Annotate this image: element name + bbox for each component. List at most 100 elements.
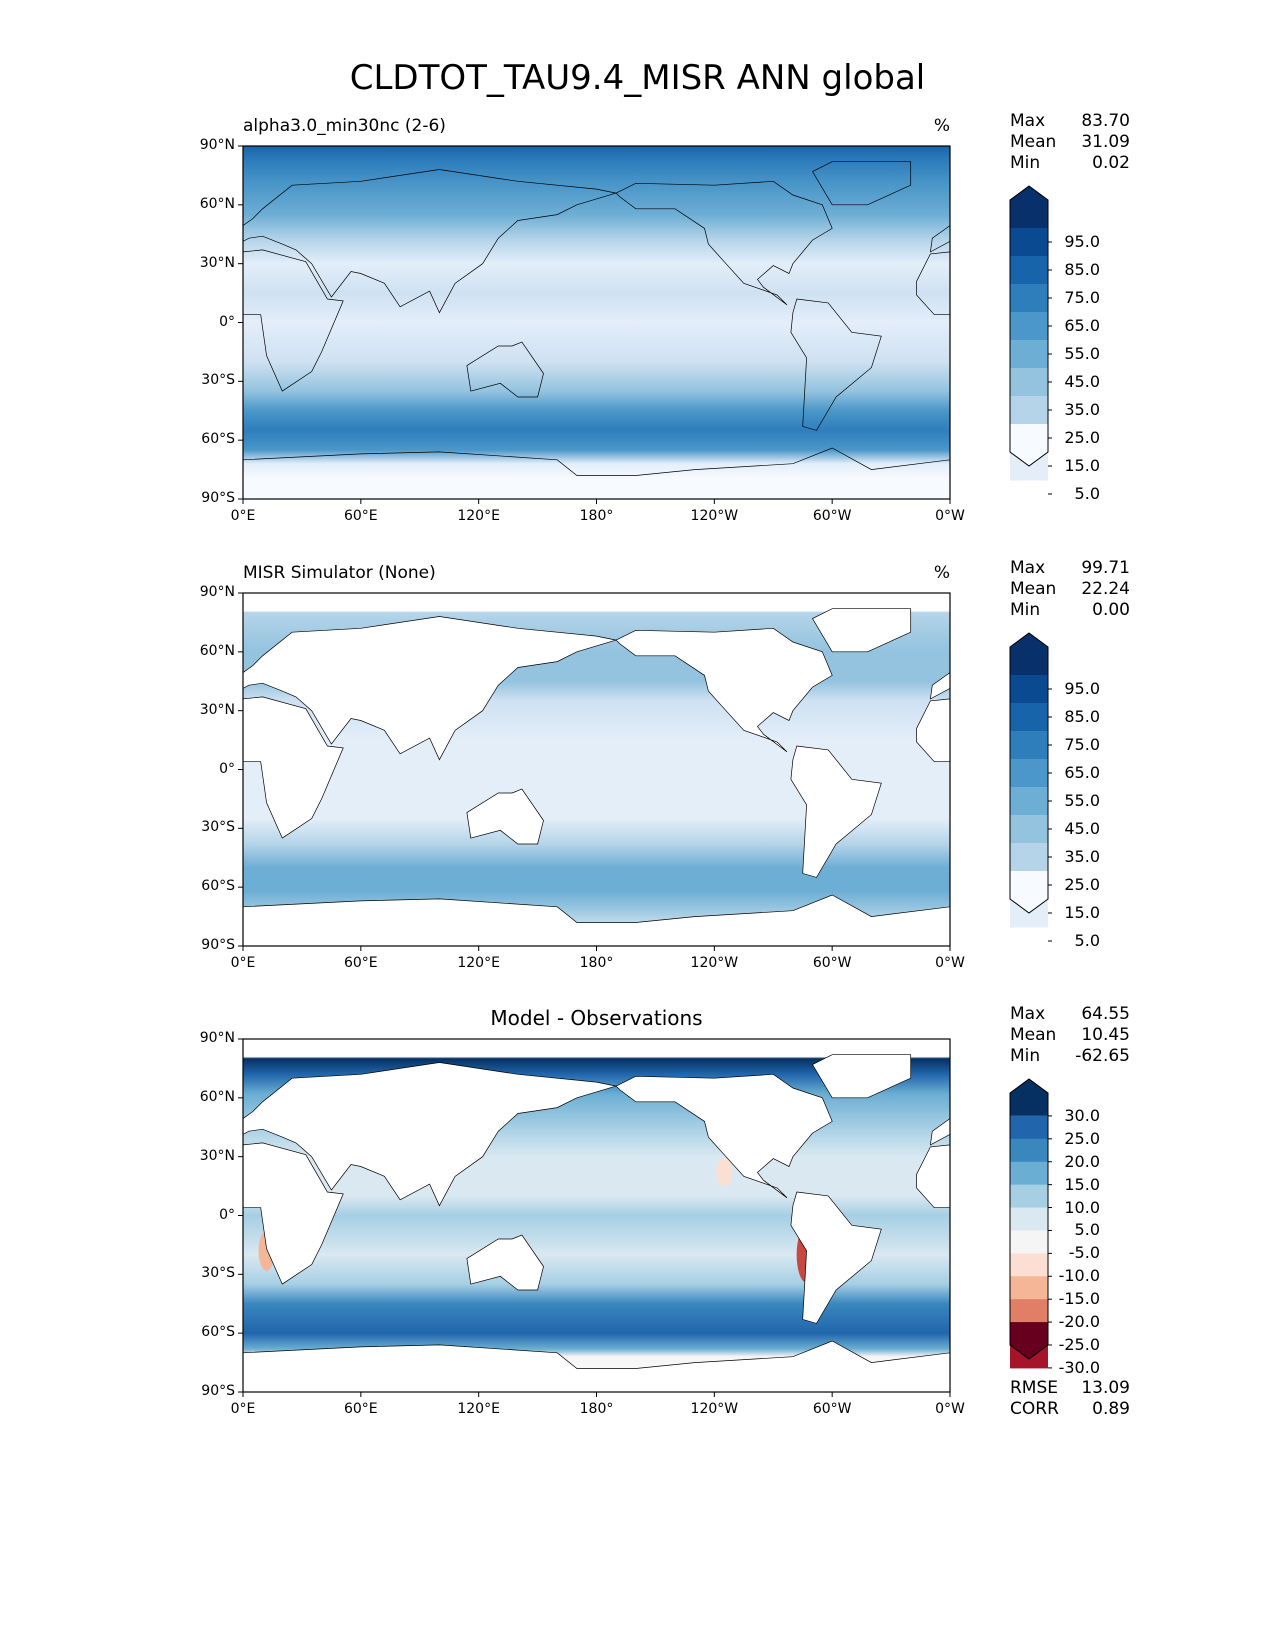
coastline-africa [243, 696, 344, 839]
lon-tick-label: 60°E [343, 955, 378, 971]
lon-tick-label: 180° [579, 1401, 614, 1417]
lat-tick-label: 90°S [201, 490, 235, 506]
stat-mean-label: Mean [1010, 1025, 1057, 1045]
coastline-namerica [0, 1074, 125, 1198]
colorbar-label: -30.0 [1058, 1357, 1100, 1377]
colorbar-1 [1009, 185, 1049, 481]
lat-tick-label: 90°N [199, 1030, 235, 1046]
colorbar-label: 25.0 [1064, 428, 1100, 447]
lat-tick-label: 0° [219, 760, 235, 777]
lon-tick-label: 120°E [457, 955, 500, 971]
coastline-namerica [0, 628, 125, 752]
colorbar-segment [1010, 675, 1048, 704]
panel-units: % [933, 563, 950, 583]
coastline-greenland [812, 608, 912, 653]
colorbar-label: 75.0 [1064, 735, 1100, 754]
lon-tick-label: 120°W [690, 1401, 739, 1417]
coastline-eurasia [243, 616, 617, 761]
coastline-samerica [790, 1191, 882, 1324]
lon-tick-label: 120°E [457, 508, 500, 524]
lon-tick-label: 60°W [812, 955, 852, 971]
colorbar-label: 55.0 [1064, 791, 1100, 810]
colorbar-label: 5.0 [1074, 484, 1100, 503]
lat-tick-label: 60°S [201, 1324, 235, 1341]
coastline-samerica [84, 746, 174, 877]
stat-mean-label: Mean [1010, 132, 1057, 152]
coastline-namerica [0, 181, 125, 305]
colorbar-segment [1010, 1138, 1048, 1163]
stat-rmse-label: RMSE [1010, 1378, 1059, 1398]
panel-left-title: MISR Simulator (None) [243, 563, 436, 583]
colorbar-label: 45.0 [1064, 372, 1100, 391]
colorbar-label: 45.0 [1064, 819, 1100, 838]
coastline-africa [916, 1144, 950, 1209]
lat-tick-label: 30°S [201, 372, 235, 389]
colorbar-segment [1010, 1253, 1048, 1277]
colorbar-label: 75.0 [1064, 288, 1100, 307]
lat-tick-label: 90°S [201, 937, 235, 953]
colorbar-2 [1009, 632, 1049, 928]
coastline-australia [466, 1234, 544, 1291]
coastline-samerica [790, 745, 882, 878]
coastline-australia [1174, 342, 1251, 397]
stat-mean-value: 31.09 [1081, 132, 1130, 152]
coastline-eurasia [929, 1118, 950, 1146]
colorbar-segment [1010, 284, 1048, 313]
coastline-samerica [790, 298, 882, 431]
stat-max-label: Max [1010, 111, 1046, 131]
colorbar-segment [1010, 759, 1048, 788]
colorbar-label: -25.0 [1058, 1335, 1100, 1354]
lon-tick-label: 0°E [230, 955, 256, 971]
coastline-australia [466, 341, 544, 398]
panel-left-title: alpha3.0_min30nc (2-6) [243, 116, 446, 136]
lon-tick-label: 60°E [343, 1401, 378, 1417]
colorbar-extend-max [1010, 633, 1048, 675]
colorbar-segment [1010, 228, 1048, 257]
lon-tick-label: 180° [579, 955, 614, 971]
colorbar-label: 25.0 [1064, 1128, 1100, 1148]
colorbar-segment [1010, 703, 1048, 732]
map-panel-2 [0, 593, 950, 946]
stat-min-label: Min [1010, 153, 1041, 173]
lat-tick-label: 60°N [199, 1088, 235, 1105]
lat-tick-label: 30°S [201, 1265, 235, 1282]
coastline-africa [916, 698, 950, 763]
colorbar-label: 20.0 [1064, 1151, 1100, 1171]
stat-min-label: Min [1010, 600, 1041, 620]
stat-max-value: 83.70 [1081, 111, 1130, 131]
lat-tick-label: 60°S [201, 878, 235, 895]
coastline-australia [466, 788, 544, 845]
colorbar-extend-max [1010, 1079, 1048, 1116]
coastline-greenland [812, 161, 912, 206]
coastline-antarctica [243, 894, 950, 946]
negative-anomaly [716, 1158, 733, 1187]
colorbar-segment [1010, 1299, 1048, 1323]
coastline-namerica [615, 627, 833, 753]
colorbar-label: 35.0 [1064, 847, 1100, 866]
colorbar-label: 95.0 [1064, 232, 1100, 251]
colorbar-segment [1010, 1207, 1048, 1231]
stat-max-label: Max [1010, 558, 1046, 578]
lat-tick-label: 90°N [199, 137, 235, 153]
colorbar-segment [1010, 1276, 1048, 1300]
stat-min-value: 0.00 [1092, 600, 1130, 620]
colorbar-segment [1010, 1184, 1048, 1209]
coastline-australia [1174, 1235, 1251, 1290]
colorbar-label: 5.0 [1074, 931, 1100, 950]
panel-units: % [933, 116, 950, 136]
colorbar-label: -15.0 [1058, 1289, 1100, 1309]
lat-tick-label: 30°S [201, 819, 235, 836]
lon-tick-label: 60°W [812, 1401, 852, 1417]
colorbar-segment [1010, 815, 1048, 844]
coastline-antarctica [243, 447, 950, 499]
coastline-eurasia [929, 672, 950, 700]
stat-max-value: 99.71 [1081, 558, 1130, 578]
stat-rmse-value: 13.09 [1081, 1378, 1130, 1398]
colorbar-label: 55.0 [1064, 344, 1100, 363]
colorbar-label: 10.0 [1064, 1197, 1100, 1217]
lon-tick-label: 120°W [690, 508, 739, 524]
coastline-eurasia [929, 225, 950, 253]
coastline-greenland [812, 1054, 912, 1099]
